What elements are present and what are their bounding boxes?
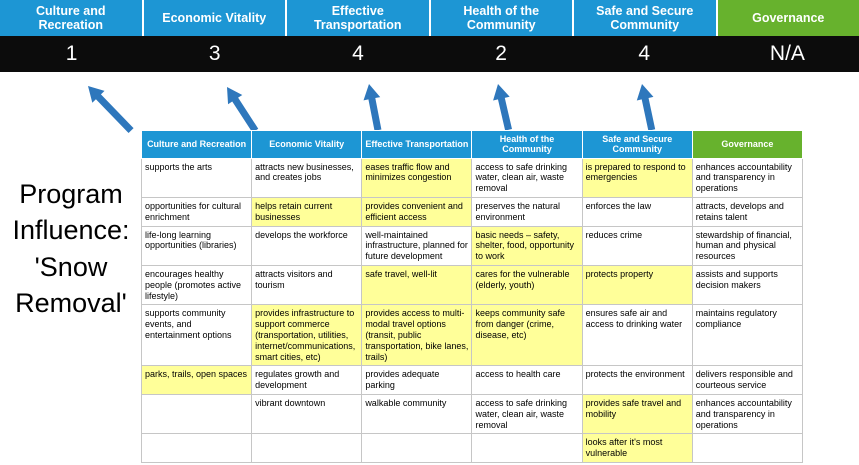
- matrix-cell: [140, 394, 253, 435]
- matrix-cell: enhances accountability and transparency…: [691, 157, 804, 199]
- matrix-header-culture-and-recreation: Culture and Recreation: [140, 130, 253, 159]
- up-arrow-icon: [227, 87, 259, 133]
- summary-banner: Culture and Recreation Economic Vitality E…: [0, 0, 859, 36]
- matrix-cell: enhances accountability and transparency…: [691, 394, 804, 435]
- matrix-row: vibrant downtown walkable community access…: [140, 394, 804, 435]
- matrix-cell: [471, 433, 583, 464]
- matrix-cell: reduces crime: [581, 225, 693, 267]
- matrix-cell: develops the workforce: [251, 225, 363, 267]
- banner-cell-governance: Governance: [717, 0, 859, 36]
- matrix-row: looks after it's most vulnerable: [140, 433, 804, 464]
- matrix-cell: safe travel, well-lit: [361, 265, 473, 306]
- banner-cell-economic-vitality: Economic Vitality: [143, 0, 285, 36]
- matrix-cell: preserves the natural environment: [471, 197, 583, 227]
- matrix-cell: [361, 433, 473, 464]
- score-value-effective-transportation: 4: [352, 42, 364, 65]
- program-influence-label: Program Influence: 'Snow Removal': [12, 179, 130, 319]
- matrix-cell: walkable community: [361, 394, 473, 435]
- matrix-cell: encourages healthy people (promotes acti…: [140, 265, 253, 306]
- matrix-cell: provides access to multi-modal travel op…: [361, 304, 473, 367]
- matrix-cell: well-maintained infrastructure, planned …: [361, 225, 473, 267]
- matrix-header-safe-and-secure-community: Safe and Secure Community: [581, 130, 693, 159]
- matrix-cell: keeps community safe from danger (crime,…: [471, 304, 583, 367]
- matrix-cell: provides infrastructure to support comme…: [251, 304, 363, 367]
- score-value-governance: N/A: [769, 42, 805, 65]
- matrix-cell: provides convenient and efficient access: [361, 197, 473, 227]
- matrix-cell: maintains regulatory compliance: [691, 304, 804, 367]
- matrix-cell: attracts, develops and retains talent: [691, 197, 804, 227]
- up-arrow-icon: [363, 84, 382, 131]
- matrix-cell: eases traffic flow and minimizes congest…: [361, 157, 473, 199]
- arrows-layer: [88, 84, 656, 134]
- matrix-cell: access to health care: [471, 365, 583, 396]
- matrix-cell: parks, trails, open spaces: [140, 365, 253, 396]
- banner-cell-culture-and-recreation: Culture and Recreation: [0, 0, 142, 36]
- score-value-culture-and-recreation: 1: [65, 42, 78, 65]
- matrix-cell: provides adequate parking: [361, 365, 473, 396]
- up-arrow-icon: [493, 84, 512, 131]
- matrix-cell: basic needs – safety, shelter, food, opp…: [471, 225, 583, 267]
- influence-matrix-table: Culture and Recreation Economic Vitality E…: [140, 130, 804, 464]
- matrix-cell: supports community events, and entertain…: [140, 304, 253, 367]
- matrix-header-health-of-the-community: Health of the Community: [471, 130, 583, 159]
- matrix-cell: access to safe drinking water, clean air…: [471, 157, 583, 199]
- banner-cell-health-of-the-community: Health of the Community: [430, 0, 572, 36]
- matrix-header-economic-vitality: Economic Vitality: [251, 130, 363, 159]
- matrix-row: parks, trails, open spaces regulates grow…: [140, 365, 804, 396]
- score-row: 1 3 4 2 4 N/A: [0, 36, 859, 72]
- matrix-row: supports community events, and entertain…: [140, 304, 804, 367]
- content-area: Program Influence: 'Snow Removal' Cultur…: [0, 130, 859, 464]
- up-arrow-icon: [88, 86, 134, 134]
- matrix-row: encourages healthy people (promotes acti…: [140, 265, 804, 306]
- matrix-header-row: Culture and Recreation Economic Vitality E…: [140, 130, 804, 159]
- matrix-cell: delivers responsible and courteous servi…: [691, 365, 804, 396]
- matrix-cell: provides safe travel and mobility: [581, 394, 693, 435]
- matrix-cell: assists and supports decision makers: [691, 265, 804, 306]
- matrix-cell: supports the arts: [140, 157, 253, 199]
- score-value-safe-and-secure-community: 4: [638, 42, 651, 65]
- matrix-cell: looks after it's most vulnerable: [581, 433, 693, 464]
- matrix-cell: protects the environment: [581, 365, 693, 396]
- up-arrow-icon: [636, 84, 656, 131]
- matrix-cell: [251, 433, 363, 464]
- matrix-cell: vibrant downtown: [251, 394, 363, 435]
- matrix-cell: enforces the law: [581, 197, 693, 227]
- score-value-economic-vitality: 3: [208, 42, 221, 65]
- banner-cell-safe-and-secure-community: Safe and Secure Community: [574, 0, 716, 36]
- matrix-header-effective-transportation: Effective Transportation: [361, 130, 473, 159]
- matrix-row: opportunities for cultural enrichment hel…: [140, 197, 804, 227]
- matrix-row: supports the arts attracts new businesses…: [140, 157, 804, 199]
- matrix-cell: attracts visitors and tourism: [251, 265, 363, 306]
- matrix-cell: stewardship of financial, human and phys…: [691, 225, 804, 267]
- banner-cell-effective-transportation: Effective Transportation: [287, 0, 429, 36]
- matrix-cell: [691, 433, 804, 464]
- matrix-cell: life-long learning opportunities (librar…: [140, 225, 253, 267]
- matrix-row: life-long learning opportunities (librar…: [140, 225, 804, 267]
- matrix-cell: cares for the vulnerable (elderly, youth…: [471, 265, 583, 306]
- matrix-cell: regulates growth and development: [251, 365, 363, 396]
- matrix-cell: helps retain current businesses: [251, 197, 363, 227]
- matrix-cell: opportunities for cultural enrichment: [140, 197, 253, 227]
- matrix-cell: access to safe drinking water, clean air…: [471, 394, 583, 435]
- matrix-cell: ensures safe air and access to drinking …: [581, 304, 693, 367]
- matrix-cell: [140, 433, 253, 464]
- matrix-cell: is prepared to respond to emergencies: [581, 157, 693, 199]
- matrix-cell: attracts new businesses, and creates job…: [251, 157, 363, 199]
- matrix-header-governance: Governance: [691, 130, 804, 159]
- matrix-cell: protects property: [581, 265, 693, 306]
- score-value-health-of-the-community: 2: [495, 42, 507, 65]
